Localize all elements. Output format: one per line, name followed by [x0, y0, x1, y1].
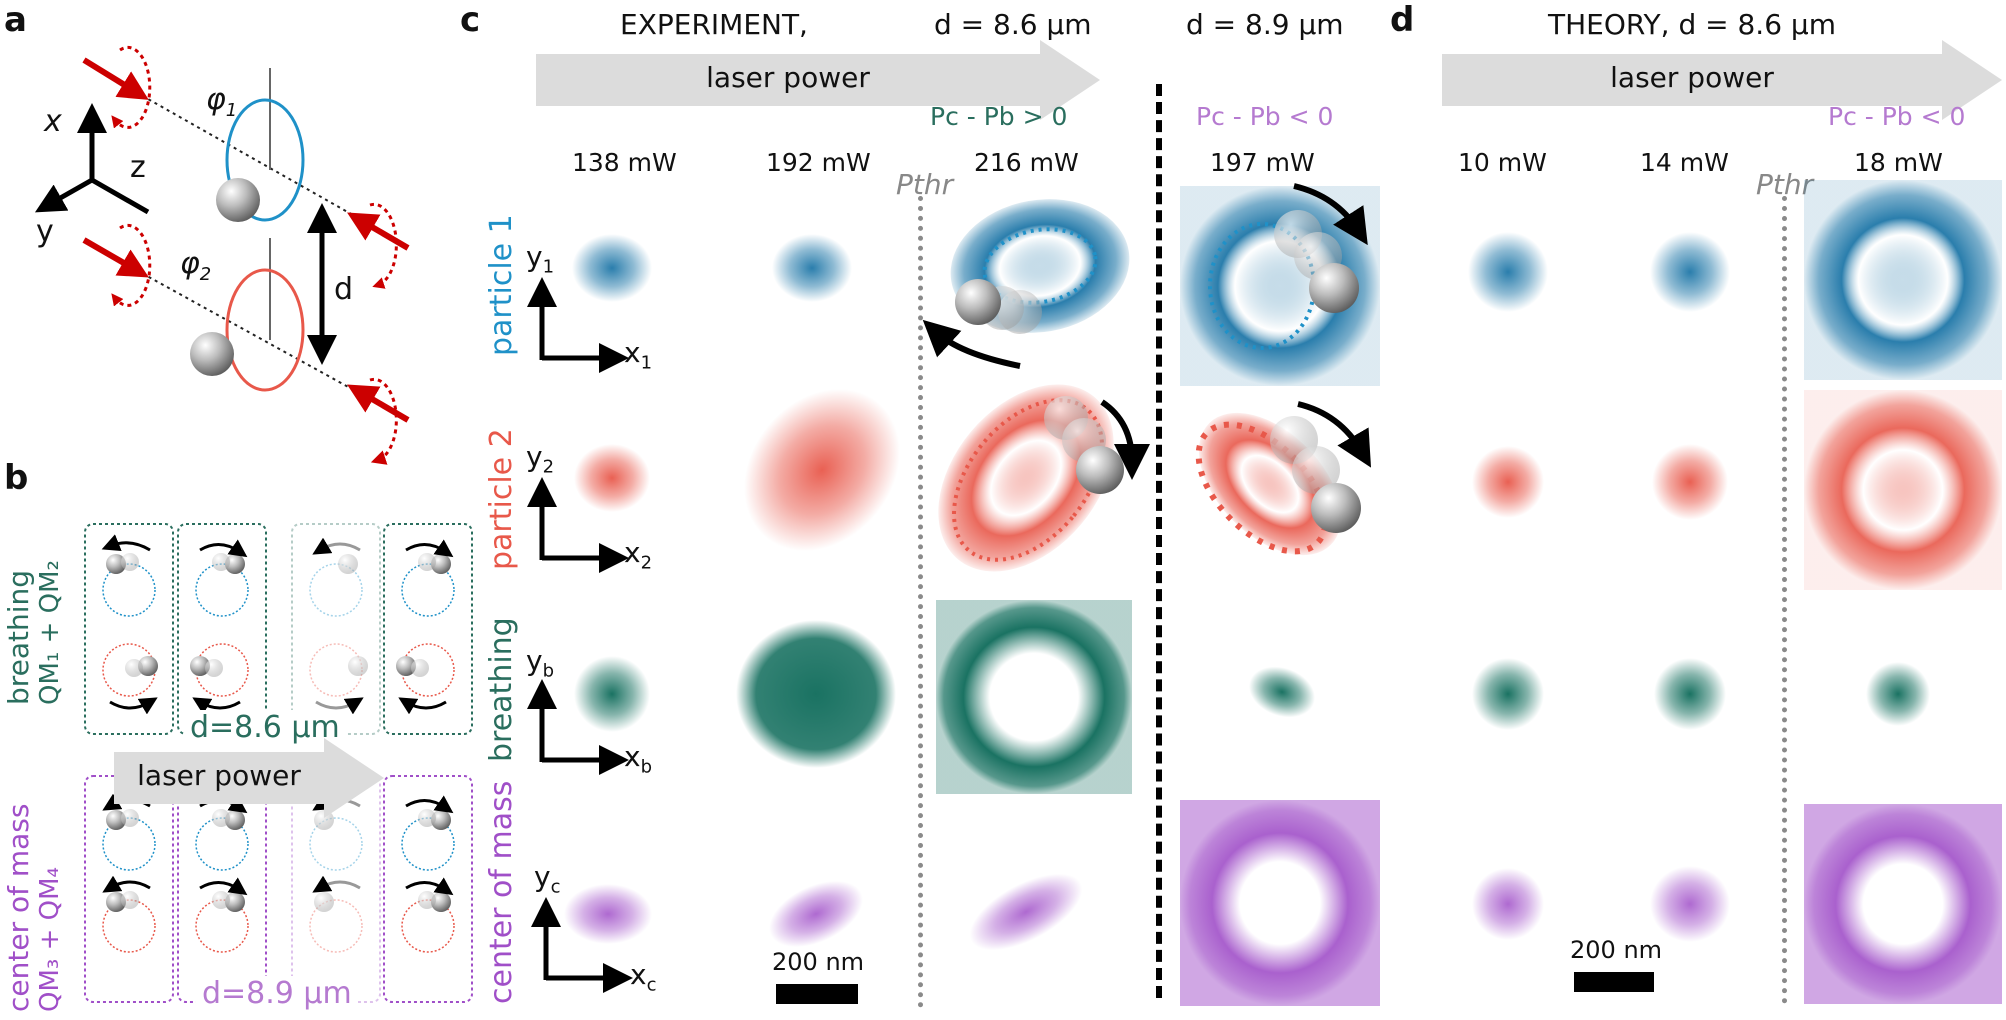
axes-row1 [527, 277, 629, 373]
d-scale-bar-label: 200 nm [1570, 936, 1663, 964]
panel-d-letter: d [1390, 0, 1415, 40]
distance-d-label: d [334, 272, 354, 307]
panel-c-letter: c [460, 0, 481, 40]
c-separator-line [1156, 84, 1162, 998]
axes-row4 [531, 897, 633, 993]
panel-a-letter: a [4, 0, 27, 40]
d-cond-negative: Pc - Pb < 0 [1828, 102, 1966, 131]
axis-yc: yc [534, 860, 561, 898]
d-power-1: 10 mW [1458, 148, 1547, 177]
c-threshold-line [918, 196, 923, 1008]
b-distance-top: d=8.6 µm [184, 710, 346, 745]
c-cond-positive: Pc - Pb > 0 [930, 102, 1068, 131]
c-header-d1: d = 8.6 µm [934, 8, 1092, 41]
axis-xb: xb [624, 740, 653, 778]
c-power-3: 216 mW [974, 148, 1079, 177]
axis-y-label: y [36, 214, 54, 249]
axis-z-label: z [130, 150, 146, 185]
d-power-2: 14 mW [1640, 148, 1729, 177]
b-distance-bottom: d=8.9 µm [196, 976, 358, 1011]
d-power-3: 18 mW [1854, 148, 1943, 177]
c-power-4: 197 mW [1210, 148, 1315, 177]
d-threshold-line [1782, 196, 1787, 1004]
d-laser-power-arrow: laser power [1442, 40, 2002, 120]
c-power-2: 192 mW [766, 148, 871, 177]
axes-row3 [527, 679, 629, 775]
c-scale-bar-label: 200 nm [772, 948, 865, 976]
axis-x1: x1 [624, 336, 653, 374]
panel-b-letter: b [4, 458, 29, 498]
c-header-experiment: EXPERIMENT, [620, 8, 808, 41]
c-laser-power-arrow: laser power [536, 40, 1100, 120]
d-threshold-label: Pthr [1756, 168, 1814, 201]
phi2-label: φ2 [180, 246, 212, 285]
axis-xc: xc [630, 958, 657, 996]
c-header-d2: d = 8.9 µm [1186, 8, 1344, 41]
panel-a-diagram [34, 45, 410, 465]
axis-y1: y1 [526, 240, 555, 278]
axis-x-label: x [44, 104, 62, 139]
axis-yb: yb [526, 644, 555, 682]
axis-x2: x2 [624, 536, 653, 574]
axes-row2 [527, 477, 629, 573]
c-threshold-label: Pthr [896, 168, 954, 201]
axis-y2: y2 [526, 440, 555, 478]
d-header: THEORY, d = 8.6 µm [1548, 8, 1837, 41]
c-power-1: 138 mW [572, 148, 677, 177]
phi1-label: φ1 [206, 82, 238, 121]
b-laser-power-arrow: laser power [114, 738, 384, 818]
c-cond-negative: Pc - Pb < 0 [1196, 102, 1334, 131]
